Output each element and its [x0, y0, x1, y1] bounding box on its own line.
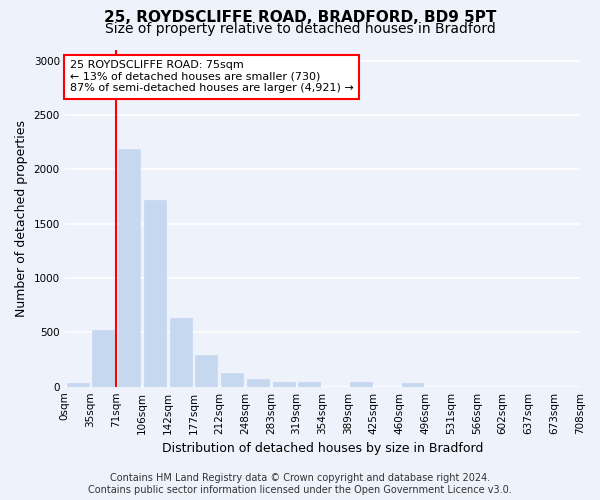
Y-axis label: Number of detached properties: Number of detached properties [15, 120, 28, 317]
Bar [118, 149, 140, 386]
Text: 25 ROYDSCLIFFE ROAD: 75sqm
← 13% of detached houses are smaller (730)
87% of sem: 25 ROYDSCLIFFE ROAD: 75sqm ← 13% of deta… [70, 60, 353, 94]
Bar [170, 318, 191, 386]
Bar [92, 330, 114, 386]
Bar [273, 382, 295, 386]
Bar [221, 372, 243, 386]
Text: Size of property relative to detached houses in Bradford: Size of property relative to detached ho… [104, 22, 496, 36]
Text: Contains HM Land Registry data © Crown copyright and database right 2024.
Contai: Contains HM Land Registry data © Crown c… [88, 474, 512, 495]
X-axis label: Distribution of detached houses by size in Bradford: Distribution of detached houses by size … [161, 442, 483, 455]
Bar [298, 382, 320, 386]
Bar [67, 384, 89, 386]
Bar [144, 200, 166, 386]
Bar [196, 355, 217, 386]
Text: 25, ROYDSCLIFFE ROAD, BRADFORD, BD9 5PT: 25, ROYDSCLIFFE ROAD, BRADFORD, BD9 5PT [104, 10, 496, 25]
Bar [350, 382, 372, 386]
Bar [401, 384, 424, 386]
Bar [247, 378, 269, 386]
